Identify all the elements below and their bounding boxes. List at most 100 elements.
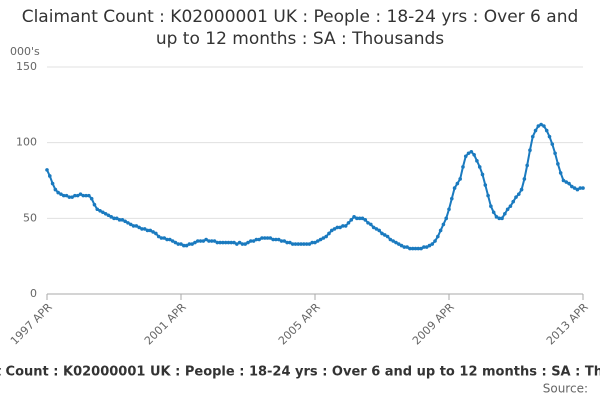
- point: [321, 236, 326, 240]
- point: [332, 227, 337, 231]
- x-tick-label: 2009 APR: [410, 300, 457, 347]
- point: [444, 216, 449, 221]
- point: [346, 221, 351, 225]
- point: [131, 224, 136, 228]
- point: [218, 240, 222, 245]
- x-tick-label: 1997 APR: [8, 300, 55, 347]
- point: [64, 193, 69, 198]
- point: [67, 195, 72, 199]
- point: [369, 222, 373, 227]
- point: [461, 165, 465, 169]
- point: [285, 240, 289, 245]
- footer-title: Claimant Count : K02000001 UK : People :…: [0, 365, 600, 380]
- point: [154, 231, 158, 236]
- point: [95, 207, 100, 212]
- point: [410, 246, 415, 251]
- point: [307, 242, 312, 246]
- point: [170, 239, 175, 243]
- point: [251, 239, 256, 243]
- point: [377, 228, 382, 233]
- point: [237, 240, 242, 245]
- point: [449, 196, 454, 201]
- point: [260, 236, 264, 240]
- point: [542, 124, 546, 128]
- point: [299, 242, 303, 246]
- point: [207, 239, 211, 243]
- point: [145, 228, 150, 233]
- point: [310, 240, 315, 245]
- point: [279, 239, 284, 243]
- point: [572, 186, 577, 190]
- point: [327, 231, 331, 236]
- point: [416, 246, 421, 251]
- point: [494, 215, 499, 219]
- point: [550, 142, 555, 146]
- point: [382, 233, 387, 237]
- point: [335, 225, 340, 230]
- point: [81, 193, 86, 198]
- y-tick-label: 100: [16, 136, 37, 149]
- point: [455, 181, 460, 186]
- point: [109, 215, 114, 219]
- point: [288, 240, 292, 245]
- point: [198, 239, 203, 243]
- point: [290, 242, 295, 246]
- point: [276, 237, 281, 242]
- point: [128, 222, 133, 227]
- point: [399, 243, 404, 248]
- point: [516, 192, 521, 196]
- point: [268, 236, 273, 240]
- point: [497, 216, 502, 221]
- point: [179, 242, 183, 246]
- point: [254, 237, 259, 242]
- point: [315, 239, 320, 243]
- point: [430, 242, 435, 246]
- point: [59, 192, 63, 196]
- point: [441, 222, 446, 227]
- point: [126, 221, 130, 225]
- point: [240, 242, 245, 246]
- point: [433, 239, 437, 243]
- point: [262, 236, 267, 240]
- point: [447, 207, 451, 212]
- chart-title: Claimant Count : K02000001 UK : People :…: [21, 7, 579, 49]
- point: [570, 184, 574, 189]
- point: [106, 213, 111, 218]
- point: [204, 237, 208, 242]
- point: [544, 128, 549, 133]
- point: [380, 231, 384, 236]
- x-tick-label: 2005 APR: [276, 300, 323, 347]
- point: [282, 239, 287, 243]
- y-axis-label: 000's: [10, 45, 40, 58]
- point: [162, 236, 167, 240]
- point: [212, 239, 217, 243]
- point: [525, 163, 529, 168]
- point: [142, 227, 147, 231]
- point: [101, 210, 105, 215]
- point: [355, 216, 359, 221]
- point: [578, 186, 583, 190]
- point: [539, 122, 543, 127]
- x-tick-label: 2013 APR: [544, 300, 591, 347]
- point: [137, 225, 141, 230]
- point: [486, 193, 490, 198]
- point: [168, 237, 172, 242]
- point: [394, 240, 398, 245]
- point: [338, 225, 342, 230]
- point: [511, 199, 516, 204]
- point: [558, 171, 563, 175]
- point: [302, 242, 306, 246]
- point: [209, 239, 214, 243]
- point: [349, 218, 354, 222]
- point: [50, 181, 55, 186]
- point: [436, 234, 440, 239]
- point: [514, 195, 518, 199]
- point: [472, 152, 476, 157]
- point: [324, 234, 328, 239]
- point: [140, 227, 144, 231]
- point: [53, 187, 58, 192]
- point: [215, 240, 220, 245]
- point: [413, 246, 418, 251]
- point: [553, 151, 557, 156]
